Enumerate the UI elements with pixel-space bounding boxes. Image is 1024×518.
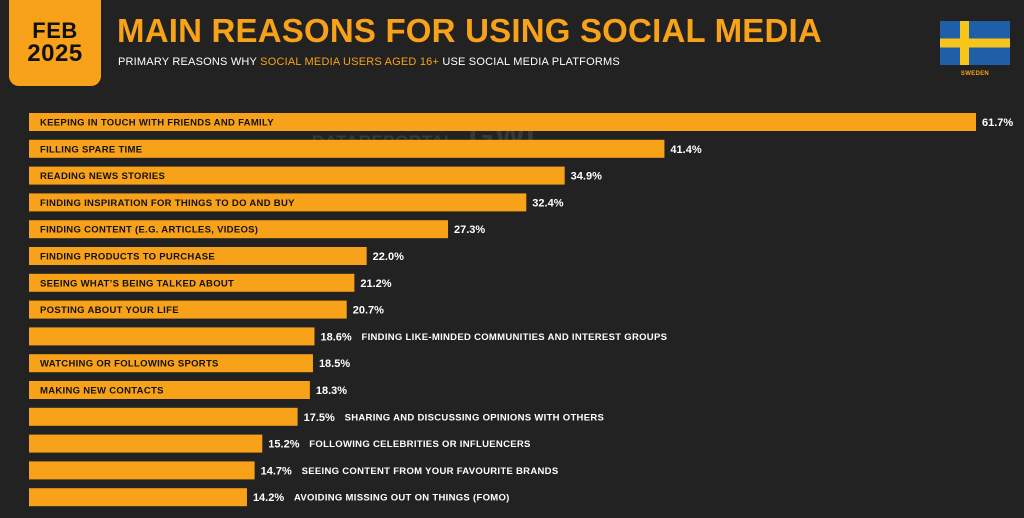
bar-value-label: 32.4% (532, 197, 563, 209)
bar-category-label: WATCHING OR FOLLOWING SPORTS (40, 359, 219, 370)
bar-row: 18.3% MAKING NEW CONTACTS (29, 381, 347, 399)
bar-category-label: FINDING PRODUCTS TO PURCHASE (40, 252, 215, 263)
bar-category-label: SEEING WHAT’S BEING TALKED ABOUT (40, 278, 234, 289)
bar-category-label: FINDING CONTENT (E.G. ARTICLES, VIDEOS) (40, 225, 258, 236)
subtitle-prefix: PRIMARY REASONS WHY (118, 56, 261, 68)
bar-value-label: 18.5% (319, 358, 350, 370)
bar (29, 113, 976, 131)
bar-category-label: FILLING SPARE TIME (40, 144, 142, 155)
bar (29, 166, 565, 185)
bar-row: 32.4% FINDING INSPIRATION FOR THINGS TO D… (29, 193, 564, 212)
subtitle-suffix: USE SOCIAL MEDIA PLATFORMS (439, 56, 620, 68)
bar (29, 327, 315, 346)
bar-category-label: READING NEWS STORIES (40, 171, 165, 182)
bar-row: 14.7% SEEING CONTENT FROM YOUR FAVOURITE … (29, 461, 559, 480)
bar (29, 354, 313, 373)
bar-value-label: 41.4% (670, 144, 701, 156)
bar-category-label: FOLLOWING CELEBRITIES OR INFLUENCERS (309, 439, 530, 450)
bar-row: 20.7% POSTING ABOUT YOUR LIFE (29, 300, 384, 319)
bar-value-label: 61.7% (982, 117, 1013, 129)
bar (29, 407, 298, 426)
country-label: SWEDEN (960, 71, 990, 77)
bar-value-label: 20.7% (353, 305, 384, 317)
bar (29, 434, 263, 453)
bar-value-label: 15.2% (268, 439, 299, 451)
bar-row: 22.0% FINDING PRODUCTS TO PURCHASE (29, 247, 404, 265)
bar (29, 139, 665, 158)
bar-category-label: MAKING NEW CONTACTS (40, 386, 164, 397)
country-flag: SWEDEN (939, 21, 1011, 77)
subtitle-highlight: SOCIAL MEDIA USERS AGED 16+ (260, 56, 440, 68)
bar-row: 18.6% FINDING LIKE-MINDED COMMUNITIES AND… (29, 327, 667, 346)
bar-category-label: FINDING LIKE-MINDED COMMUNITIES AND INTE… (361, 332, 667, 343)
bar-category-label: POSTING ABOUT YOUR LIFE (40, 305, 179, 316)
bar-chart: 61.7% KEEPING IN TOUCH WITH FRIENDS AND F… (29, 113, 1013, 507)
bar (29, 193, 527, 212)
bar-value-label: 17.5% (304, 412, 335, 424)
bar (29, 461, 255, 480)
page-title: MAIN REASONS FOR USING SOCIAL MEDIA (117, 12, 822, 49)
bar-row: 27.3% FINDING CONTENT (E.G. ARTICLES, VID… (29, 220, 485, 239)
bar-row: 17.5% SHARING AND DISCUSSING OPINIONS WIT… (29, 407, 605, 426)
bar (29, 273, 355, 292)
sweden-flag-icon (940, 21, 1010, 65)
bar-row: 14.2% AVOIDING MISSING OUT ON THINGS (FOM… (29, 488, 510, 507)
bar-row: 61.7% KEEPING IN TOUCH WITH FRIENDS AND F… (29, 113, 1013, 131)
bar (29, 220, 449, 239)
bar-row: 34.9% READING NEWS STORIES (29, 166, 602, 185)
bar (29, 488, 247, 507)
bar-value-label: 21.2% (360, 278, 391, 290)
bar (29, 247, 367, 265)
bar-row: 21.2% SEEING WHAT’S BEING TALKED ABOUT (29, 273, 392, 292)
bar-category-label: SHARING AND DISCUSSING OPINIONS WITH OTH… (345, 412, 605, 423)
bar-value-label: 18.6% (320, 331, 351, 343)
bar-category-label: SEEING CONTENT FROM YOUR FAVOURITE BRAND… (302, 466, 559, 477)
bar-category-label: FINDING INSPIRATION FOR THINGS TO DO AND… (40, 198, 295, 209)
bar-value-label: 14.2% (253, 492, 284, 504)
date-month: FEB (32, 17, 78, 43)
bar-value-label: 34.9% (571, 171, 602, 183)
bar (29, 300, 347, 319)
page-subtitle: PRIMARY REASONS WHY SOCIAL MEDIA USERS A… (118, 56, 620, 68)
bar-row: 18.5% WATCHING OR FOLLOWING SPORTS (29, 354, 350, 373)
bar-category-label: AVOIDING MISSING OUT ON THINGS (FOMO) (294, 493, 510, 504)
date-badge: FEB 2025 (9, 0, 101, 86)
bar (29, 381, 310, 399)
date-year: 2025 (27, 39, 83, 67)
bar-row: 41.4% FILLING SPARE TIME (29, 139, 702, 158)
bar-row: 15.2% FOLLOWING CELEBRITIES OR INFLUENCER… (29, 434, 530, 453)
bar-value-label: 18.3% (316, 385, 347, 397)
bar-value-label: 14.7% (261, 465, 292, 477)
bar-value-label: 22.0% (373, 251, 404, 263)
bar-category-label: KEEPING IN TOUCH WITH FRIENDS AND FAMILY (40, 118, 274, 129)
bar-value-label: 27.3% (454, 224, 485, 236)
